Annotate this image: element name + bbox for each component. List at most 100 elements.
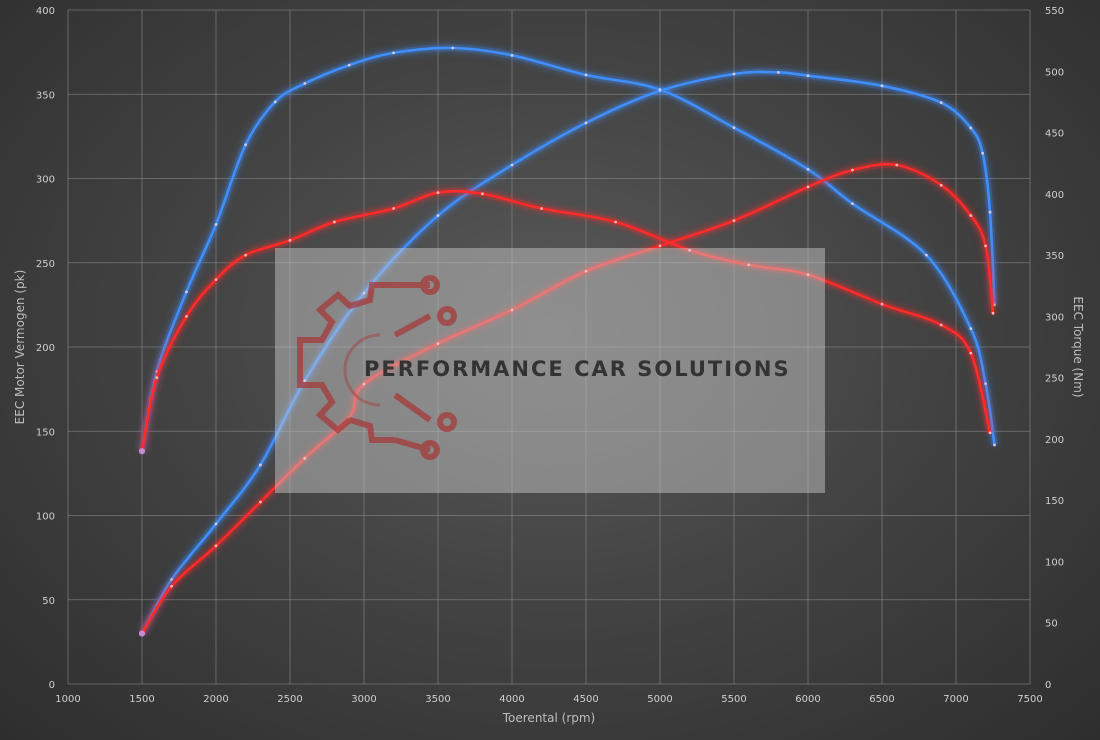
x-tick-label: 3000 — [351, 694, 376, 705]
y-left-tick-label: 100 — [36, 512, 55, 523]
data-point — [392, 51, 395, 55]
y-left-tick-label: 250 — [36, 259, 55, 270]
data-point — [658, 88, 662, 92]
y-right-tick-label: 100 — [1045, 557, 1064, 568]
data-point — [806, 74, 810, 78]
y-right-tick-label: 250 — [1045, 374, 1064, 385]
x-tick-label: 5500 — [721, 694, 746, 705]
data-point — [170, 578, 174, 581]
y-left-tick-label: 50 — [42, 596, 55, 607]
x-axis-title: Toerental (rpm) — [502, 711, 595, 725]
y-right-tick-label: 200 — [1045, 435, 1064, 446]
data-point — [214, 522, 218, 526]
y-left-tick-label: 400 — [36, 6, 55, 17]
data-point — [851, 168, 854, 172]
y-right-tick-label: 350 — [1045, 251, 1064, 262]
series-start-marker — [139, 448, 145, 455]
y-left-tick-label: 150 — [36, 427, 55, 438]
data-point — [984, 382, 987, 386]
data-point — [969, 126, 973, 130]
data-point — [436, 342, 440, 346]
data-point — [273, 100, 277, 104]
data-point — [988, 431, 992, 435]
x-tick-label: 1000 — [55, 694, 80, 705]
data-point — [214, 278, 218, 281]
data-point — [584, 121, 588, 125]
data-point — [925, 253, 928, 257]
data-point — [806, 167, 810, 171]
data-point — [895, 163, 899, 167]
y-left-tick-label: 0 — [49, 680, 55, 691]
data-point — [988, 210, 992, 214]
data-point — [333, 220, 336, 224]
data-point — [214, 544, 218, 548]
data-point — [436, 214, 440, 217]
series-4 — [138, 187, 994, 455]
x-tick-label: 7000 — [943, 694, 968, 705]
series — [138, 44, 998, 637]
y-left-tick-label: 200 — [36, 343, 55, 354]
data-point — [984, 244, 987, 248]
data-point — [806, 273, 810, 277]
data-point — [303, 379, 307, 383]
gear-circuit-logo-icon — [297, 275, 457, 460]
data-point — [969, 351, 973, 355]
data-point — [288, 238, 292, 242]
watermark-text: PERFORMANCE CAR SOLUTIONS — [364, 357, 791, 381]
data-point — [510, 53, 514, 57]
data-point — [362, 291, 366, 295]
y-left-tick-label: 300 — [36, 175, 55, 186]
data-point — [392, 207, 395, 210]
y-right-tick-label: 0 — [1045, 680, 1051, 691]
data-point — [214, 223, 218, 226]
data-point — [436, 191, 440, 194]
grid — [67, 9, 1031, 685]
y-right-tick-label: 400 — [1045, 190, 1064, 201]
y-right-tick-label: 50 — [1045, 619, 1058, 630]
x-tick-label: 4000 — [499, 694, 524, 705]
series-3 — [138, 160, 997, 637]
data-point — [303, 82, 307, 85]
data-point — [259, 463, 262, 467]
data-point — [969, 214, 973, 217]
data-point — [777, 70, 780, 74]
watermark: PERFORMANCE CAR SOLUTIONS — [275, 248, 825, 493]
data-point — [991, 311, 995, 315]
data-point — [993, 443, 996, 447]
x-tick-label: 1500 — [129, 694, 154, 705]
x-tick-label: 5000 — [647, 694, 672, 705]
y-right-tick-label: 300 — [1045, 312, 1064, 323]
data-point — [880, 302, 884, 306]
data-point — [540, 207, 543, 210]
data-point — [969, 327, 973, 331]
data-point — [510, 163, 514, 167]
data-point — [939, 183, 943, 187]
data-point — [155, 376, 159, 380]
data-point — [170, 584, 174, 588]
y-right-tick-label: 500 — [1045, 67, 1064, 78]
data-point — [658, 244, 662, 248]
data-point — [362, 382, 366, 386]
data-point — [347, 63, 351, 67]
data-point — [244, 253, 248, 257]
y-axis-left-title: EEC Motor Vermogen (pk) — [13, 270, 27, 425]
y-axis-right-title: EEC Torque (Nm) — [1071, 296, 1085, 397]
data-point — [303, 456, 307, 460]
data-point — [806, 185, 810, 189]
data-point — [584, 73, 588, 77]
data-point — [185, 290, 188, 294]
series-start-marker — [139, 630, 145, 637]
data-point — [244, 143, 248, 147]
x-tick-label: 6000 — [795, 694, 820, 705]
data-point — [851, 202, 854, 206]
y-right-tick-label: 550 — [1045, 6, 1064, 17]
x-tick-label: 3500 — [425, 694, 450, 705]
y-right-tick-label: 150 — [1045, 496, 1064, 507]
data-point — [939, 101, 943, 105]
data-point — [584, 269, 588, 273]
data-point — [732, 219, 736, 223]
axis-ticks: 1000 1500 2000 2500 3000 3500 4000 4500 5000 5500… — [36, 6, 1064, 705]
y-left-tick-label: 350 — [36, 90, 55, 101]
data-point — [732, 126, 736, 130]
